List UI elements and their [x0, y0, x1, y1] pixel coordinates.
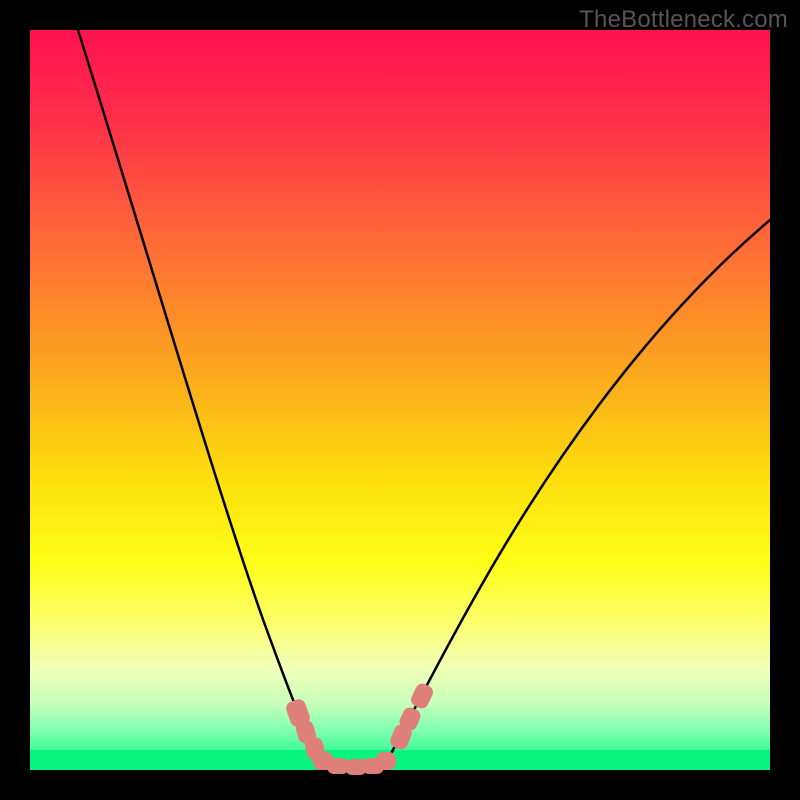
data-marker	[376, 752, 396, 770]
bottleneck-curve	[30, 30, 770, 770]
chart-frame: TheBottleneck.com	[0, 0, 800, 800]
plot-area	[30, 30, 770, 770]
